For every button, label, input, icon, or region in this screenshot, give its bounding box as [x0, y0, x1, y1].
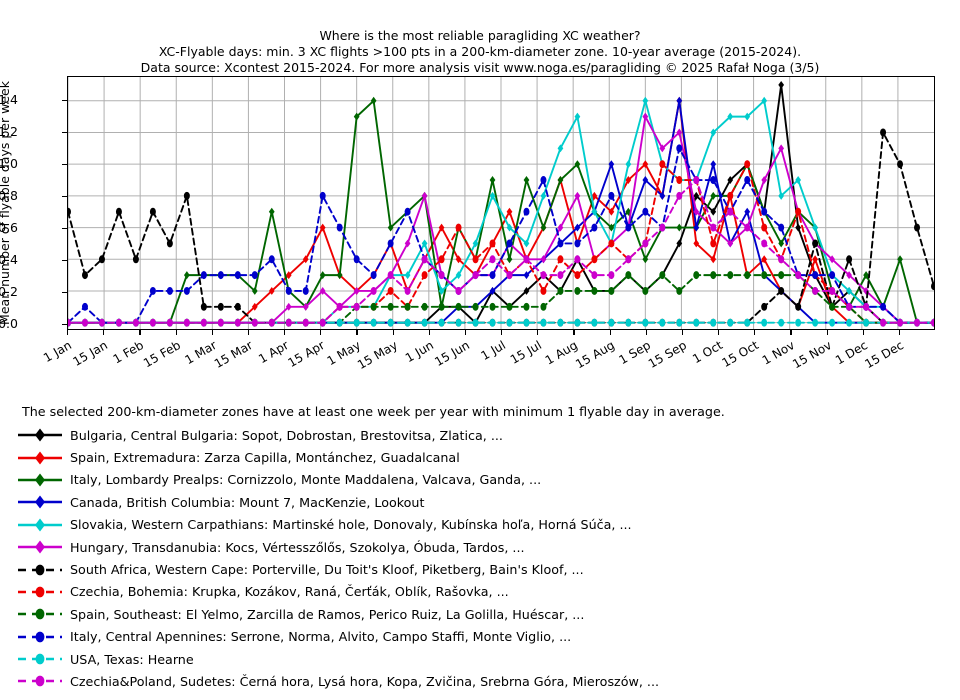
x-tick-mark — [754, 330, 756, 335]
y-tick-label: 1.2 — [0, 123, 18, 139]
legend-marker-icon — [14, 447, 66, 469]
legend-marker-icon — [14, 603, 66, 625]
x-tick-mark — [537, 330, 539, 335]
legend-item[interactable]: Slovakia, Western Carpathians: Martinské… — [14, 514, 944, 536]
legend-item-label: Slovakia, Western Carpathians: Martinské… — [70, 517, 632, 533]
x-tick-mark — [356, 330, 358, 335]
y-tick-mark — [62, 259, 67, 261]
chart-title-line2: XC-Flyable days: min. 3 XC flights >100 … — [158, 44, 802, 59]
legend-item-label: Bulgaria, Central Bulgaria: Sopot, Dobro… — [70, 427, 503, 443]
chart-title-block: Where is the most reliable paragliding X… — [0, 28, 960, 76]
x-tick-mark — [103, 330, 105, 335]
legend-item-label: South Africa, Western Cape: Porterville,… — [70, 562, 584, 578]
legend-item-label: Spain, Southeast: El Yelmo, Zarcilla de … — [70, 606, 585, 622]
x-tick-mark — [211, 330, 213, 335]
y-tick-label: 0.6 — [0, 219, 18, 235]
y-tick-label: 0.0 — [0, 315, 18, 331]
y-tick-mark — [62, 323, 67, 325]
legend-marker-icon — [14, 559, 66, 581]
legend-marker-icon — [14, 536, 66, 558]
x-tick-mark — [609, 330, 611, 335]
legend-item-label: Czechia&Poland, Sudetes: Černá hora, Lys… — [70, 673, 660, 689]
legend-item[interactable]: South Africa, Western Cape: Porterville,… — [14, 558, 944, 580]
x-tick-mark — [826, 330, 828, 335]
y-tick-label: 1.4 — [0, 91, 18, 107]
legend-item-label: Czechia, Bohemia: Krupka, Kozákov, Raná,… — [70, 584, 509, 600]
y-tick-mark — [62, 131, 67, 134]
x-tick-mark — [284, 330, 286, 335]
x-tick-mark — [718, 330, 720, 335]
legend-marker-icon — [14, 581, 66, 603]
legend-item[interactable]: Czechia, Bohemia: Krupka, Kozákov, Raná,… — [14, 581, 944, 603]
x-tick-mark — [898, 330, 901, 335]
x-tick-mark — [247, 330, 250, 335]
chart-legend: Bulgaria, Central Bulgaria: Sopot, Dobro… — [14, 424, 944, 693]
x-tick-mark — [573, 330, 575, 335]
legend-item[interactable]: Bulgaria, Central Bulgaria: Sopot, Dobro… — [14, 424, 944, 446]
legend-item-label: Spain, Extremadura: Zarza Capilla, Montá… — [70, 450, 460, 466]
y-tick-label: 0.2 — [0, 283, 18, 299]
y-tick-mark — [62, 291, 67, 293]
legend-item[interactable]: Italy, Lombardy Prealps: Cornizzolo, Mon… — [14, 469, 944, 491]
legend-item-label: Italy, Lombardy Prealps: Cornizzolo, Mon… — [70, 472, 542, 488]
legend-marker-icon — [14, 424, 66, 446]
legend-item[interactable]: Spain, Extremadura: Zarza Capilla, Montá… — [14, 446, 944, 468]
legend-marker-icon — [14, 670, 66, 692]
chart-title-line3: Data source: Xcontest 2015-2024. For mor… — [140, 60, 820, 75]
legend-marker-icon — [14, 514, 66, 536]
legend-item-label: USA, Texas: Hearne — [70, 651, 194, 667]
x-tick-mark — [320, 330, 322, 335]
y-tick-label: 0.8 — [0, 187, 18, 203]
x-tick-mark — [175, 330, 177, 335]
legend-marker-icon — [14, 626, 66, 648]
x-tick-mark — [428, 330, 430, 335]
legend-item-label: Hungary, Transdanubia: Kocs, Vértesszőlő… — [70, 539, 525, 555]
series-layer — [68, 80, 934, 327]
x-tick-mark — [139, 330, 141, 335]
y-tick-mark — [62, 99, 67, 102]
legend-item[interactable]: Czechia&Poland, Sudetes: Černá hora, Lys… — [14, 670, 944, 692]
plot-area — [67, 76, 935, 330]
x-tick-mark — [681, 330, 684, 335]
chart-caption: The selected 200-km-diameter zones have … — [22, 404, 725, 419]
legend-marker-icon — [14, 469, 66, 491]
legend-item[interactable]: Spain, Southeast: El Yelmo, Zarcilla de … — [14, 603, 944, 625]
legend-marker-icon — [14, 648, 66, 670]
y-tick-label: 1.0 — [0, 155, 18, 171]
y-tick-mark — [62, 227, 67, 230]
legend-item-label: Canada, British Columbia: Mount 7, MacKe… — [70, 494, 425, 510]
legend-item[interactable]: Hungary, Transdanubia: Kocs, Vértesszőlő… — [14, 536, 944, 558]
x-tick-mark — [645, 330, 647, 335]
y-tick-label: 0.4 — [0, 251, 18, 267]
x-tick-mark — [501, 330, 503, 335]
x-tick-mark — [862, 330, 864, 335]
x-tick-mark — [67, 330, 69, 335]
legend-item[interactable]: Italy, Central Apennines: Serrone, Norma… — [14, 626, 944, 648]
chart-title-line1: Where is the most reliable paragliding X… — [319, 28, 641, 43]
series-11 — [68, 176, 934, 327]
x-tick-mark — [790, 330, 792, 335]
legend-item[interactable]: USA, Texas: Hearne — [14, 648, 944, 670]
legend-marker-icon — [14, 491, 66, 513]
x-tick-mark — [392, 330, 394, 335]
legend-item-label: Italy, Central Apennines: Serrone, Norma… — [70, 629, 572, 645]
legend-item[interactable]: Canada, British Columbia: Mount 7, MacKe… — [14, 491, 944, 513]
x-tick-mark — [464, 330, 467, 335]
y-tick-mark — [62, 163, 67, 166]
y-tick-mark — [62, 195, 67, 198]
